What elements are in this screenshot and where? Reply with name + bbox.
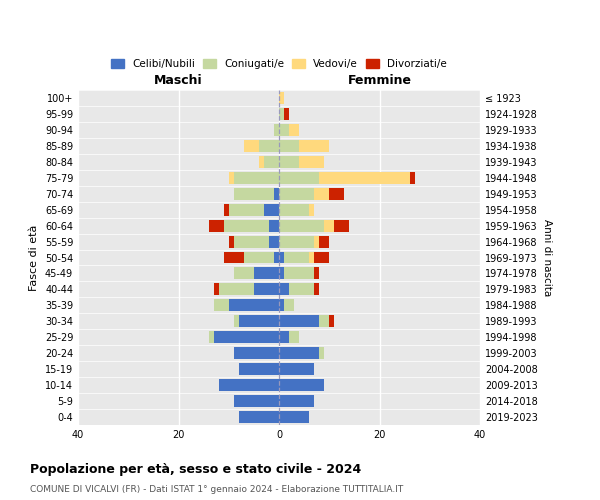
Legend: Celibi/Nubili, Coniugati/e, Vedovi/e, Divorziati/e: Celibi/Nubili, Coniugati/e, Vedovi/e, Di… [107, 55, 451, 74]
Bar [229, 204, 264, 216]
Bar [314, 188, 329, 200]
Bar [279, 172, 319, 184]
Bar [244, 252, 274, 264]
Bar [279, 124, 289, 136]
Bar [279, 347, 319, 359]
Bar [209, 332, 214, 343]
Bar [234, 268, 254, 280]
Bar [239, 316, 279, 328]
Bar [279, 204, 309, 216]
Bar [279, 379, 324, 391]
Bar [309, 252, 314, 264]
Bar [279, 140, 299, 152]
Bar [274, 188, 279, 200]
Bar [214, 332, 279, 343]
Bar [329, 316, 334, 328]
Bar [254, 284, 279, 296]
Bar [314, 252, 329, 264]
Bar [309, 204, 314, 216]
Bar [329, 188, 344, 200]
Bar [289, 124, 299, 136]
Text: COMUNE DI VICALVI (FR) - Dati ISTAT 1° gennaio 2024 - Elaborazione TUTTITALIA.IT: COMUNE DI VICALVI (FR) - Dati ISTAT 1° g… [30, 485, 403, 494]
Bar [214, 300, 229, 312]
Bar [279, 252, 284, 264]
Bar [279, 268, 284, 280]
Bar [314, 268, 319, 280]
Bar [218, 379, 279, 391]
Bar [279, 156, 299, 168]
Bar [224, 204, 229, 216]
Bar [299, 156, 324, 168]
Bar [259, 140, 279, 152]
Bar [279, 92, 284, 104]
Bar [410, 172, 415, 184]
Bar [279, 395, 314, 407]
Bar [279, 108, 284, 120]
Bar [284, 300, 294, 312]
Bar [284, 108, 289, 120]
Bar [224, 220, 269, 232]
Bar [234, 172, 279, 184]
Bar [299, 140, 329, 152]
Bar [234, 316, 239, 328]
Bar [274, 252, 279, 264]
Y-axis label: Fasce di età: Fasce di età [29, 224, 39, 290]
Bar [269, 236, 279, 248]
Bar [314, 236, 319, 248]
Y-axis label: Anni di nascita: Anni di nascita [542, 219, 551, 296]
Bar [319, 236, 329, 248]
Bar [269, 220, 279, 232]
Bar [284, 268, 314, 280]
Bar [324, 220, 334, 232]
Bar [264, 156, 279, 168]
Bar [259, 156, 264, 168]
Bar [319, 316, 329, 328]
Bar [209, 220, 224, 232]
Bar [239, 363, 279, 375]
Bar [234, 347, 279, 359]
Text: Maschi: Maschi [154, 74, 203, 87]
Bar [229, 172, 234, 184]
Bar [284, 252, 309, 264]
Bar [279, 220, 324, 232]
Bar [279, 363, 314, 375]
Bar [224, 252, 244, 264]
Bar [279, 188, 314, 200]
Bar [289, 332, 299, 343]
Bar [274, 124, 279, 136]
Bar [234, 188, 274, 200]
Bar [279, 332, 289, 343]
Bar [239, 411, 279, 423]
Bar [279, 236, 314, 248]
Bar [254, 268, 279, 280]
Bar [214, 284, 218, 296]
Bar [229, 300, 279, 312]
Bar [229, 236, 234, 248]
Bar [234, 395, 279, 407]
Text: Popolazione per età, sesso e stato civile - 2024: Popolazione per età, sesso e stato civil… [30, 462, 361, 475]
Bar [279, 284, 289, 296]
Bar [234, 236, 269, 248]
Bar [279, 316, 319, 328]
Bar [334, 220, 349, 232]
Bar [314, 284, 319, 296]
Bar [289, 284, 314, 296]
Bar [279, 411, 309, 423]
Bar [279, 300, 284, 312]
Bar [319, 172, 410, 184]
Text: Femmine: Femmine [347, 74, 412, 87]
Bar [264, 204, 279, 216]
Bar [244, 140, 259, 152]
Bar [218, 284, 254, 296]
Bar [319, 347, 324, 359]
